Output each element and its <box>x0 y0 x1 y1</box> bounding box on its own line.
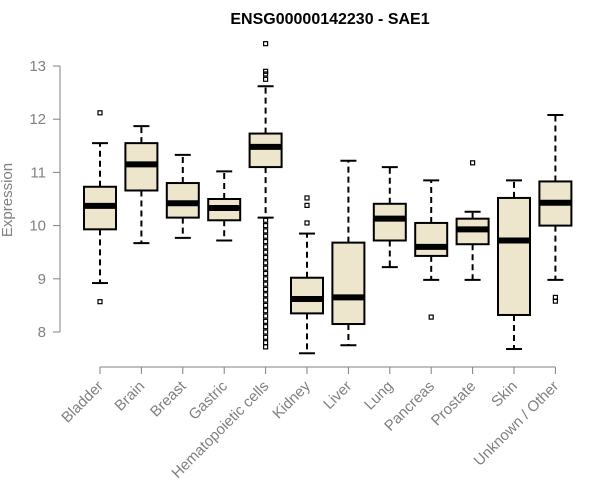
outlier-point <box>304 220 310 226</box>
outlier-point <box>263 334 269 340</box>
iqr-box <box>248 132 283 169</box>
outlier-point <box>263 254 269 261</box>
y-tick-label: 11 <box>30 164 46 181</box>
outlier-point <box>263 71 269 77</box>
iqr-box <box>372 202 407 242</box>
outlier-point <box>263 344 269 350</box>
outlier-point <box>263 318 269 324</box>
x-tick-label: Bladder <box>58 378 107 427</box>
y-axis-title: Expression <box>0 163 16 237</box>
outlier-point <box>263 340 269 346</box>
y-tick-label: 13 <box>29 58 46 75</box>
y-axis: 8 9 10 11 12 13 <box>29 58 61 341</box>
box-group <box>290 195 324 355</box>
chart-title: ENSG00000142230 - SAE1 <box>230 11 429 28</box>
box-group <box>83 110 117 305</box>
outlier-point <box>552 298 559 304</box>
x-tick-label: Kidney <box>269 377 314 422</box>
x-tick-label: Lung <box>361 378 397 414</box>
outlier-point <box>263 270 269 277</box>
iqr-box <box>414 221 449 257</box>
outlier-point <box>263 249 269 255</box>
outlier-point <box>263 324 269 330</box>
iqr-box <box>331 241 366 326</box>
x-tick-label: Brain <box>111 378 148 415</box>
outlier-point <box>263 228 269 234</box>
x-tick-label: Prostate <box>428 378 480 430</box>
outlier-point <box>263 281 269 287</box>
outlier-point <box>263 68 269 74</box>
outlier-point <box>263 244 269 250</box>
y-tick-label: 10 <box>29 218 46 235</box>
outlier-point <box>263 265 269 271</box>
outlier-point <box>263 76 269 82</box>
box-group <box>455 160 490 281</box>
box-group <box>124 125 159 245</box>
outlier-point <box>263 217 269 223</box>
x-tick-label: Breast <box>147 377 190 420</box>
iqr-box <box>497 196 531 316</box>
box-group <box>538 113 573 304</box>
y-tick-label: 12 <box>29 111 46 128</box>
box-group <box>248 41 283 350</box>
iqr-box <box>290 276 324 315</box>
box-group <box>165 153 200 239</box>
outlier-point <box>263 260 269 266</box>
outlier-point <box>97 110 103 116</box>
outlier-point <box>263 308 269 314</box>
box-group <box>414 179 449 320</box>
outlier-point <box>263 223 269 229</box>
x-tick-label: Liver <box>320 378 355 413</box>
outlier-point <box>263 286 269 293</box>
outlier-point <box>263 238 269 245</box>
outlier-point <box>263 302 269 308</box>
x-tick-label: Skin <box>488 378 521 411</box>
outlier-point <box>428 314 434 320</box>
outlier-point <box>263 233 269 239</box>
y-tick-label: 9 <box>38 271 46 288</box>
outlier-point <box>470 160 476 166</box>
box-group <box>207 170 242 242</box>
boxes <box>83 41 573 355</box>
box-group <box>372 166 407 269</box>
outlier-point <box>304 202 310 208</box>
outlier-point <box>97 299 103 305</box>
box-group <box>497 179 531 351</box>
outlier-point <box>263 297 269 303</box>
y-tick-label: 8 <box>38 324 46 341</box>
outlier-point <box>263 41 269 47</box>
outlier-point <box>263 276 269 282</box>
outlier-point <box>304 195 310 201</box>
box-group <box>331 159 366 347</box>
outlier-point <box>263 313 269 319</box>
outlier-point <box>263 292 269 298</box>
outlier-point <box>263 329 269 335</box>
